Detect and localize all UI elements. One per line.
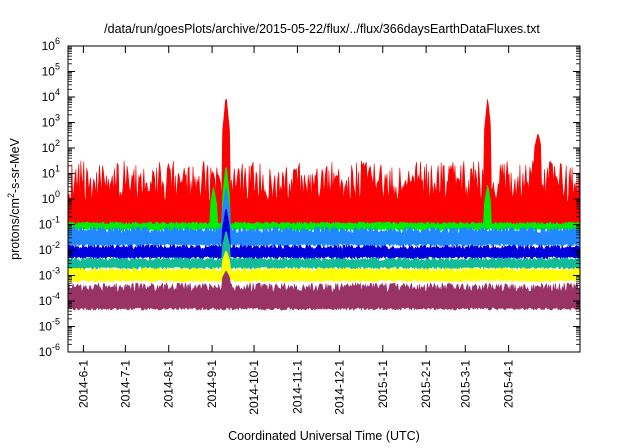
x-tick-label: 2015-2-1: [419, 360, 433, 408]
x-tick-label: 2015-1-1: [376, 360, 390, 408]
y-tick-label: 10-6: [39, 342, 60, 359]
y-tick-label: 103: [42, 113, 60, 130]
y-label-rest: -s-sr-MeV: [8, 137, 22, 193]
y-tick-label: 10-5: [39, 317, 60, 334]
x-tick-label: 2015-3-1: [458, 360, 472, 408]
y-tick-label: 10-3: [39, 266, 60, 283]
y-tick-label: 100: [42, 189, 60, 206]
y-label-main: protons/cm: [8, 198, 22, 260]
y-tick-label: 106: [42, 36, 60, 53]
series-1-area: [67, 98, 581, 227]
x-tick-label: 2014-11-1: [290, 360, 304, 414]
y-tick-label: 105: [42, 62, 60, 79]
x-tick-label: 2014-9-1: [205, 360, 219, 408]
x-tick-label: 2014-7-1: [118, 360, 132, 408]
y-tick-label: 10-2: [39, 240, 60, 257]
x-tick-label: 2015-4-1: [502, 360, 516, 408]
y-label-superscript: 2: [6, 193, 16, 198]
y-tick-label: 102: [42, 138, 60, 155]
x-tick-label: 2014-10-1: [247, 360, 261, 415]
x-tick-label: 2014-8-1: [162, 360, 176, 408]
y-tick-label: 10-1: [39, 215, 60, 232]
y-tick-label: 10-4: [39, 291, 60, 308]
x-axis-label: Coordinated Universal Time (UTC): [228, 429, 420, 443]
axis-ticks: 10-6 10-5 10-4 10-3 10-2 10-1 100 101 102 103 104 1…: [39, 36, 580, 415]
x-tick-label: 2014-12-1: [332, 360, 346, 415]
y-tick-label: 104: [42, 87, 60, 104]
x-tick-label: 2014-6-1: [76, 360, 90, 408]
plot-area: [67, 98, 581, 311]
y-axis-label: protons/cm2-s-sr-MeV: [6, 137, 22, 259]
chart-title: /data/run/goesPlots/archive/2015-05-22/f…: [104, 22, 540, 36]
y-tick-label: 101: [42, 164, 60, 181]
